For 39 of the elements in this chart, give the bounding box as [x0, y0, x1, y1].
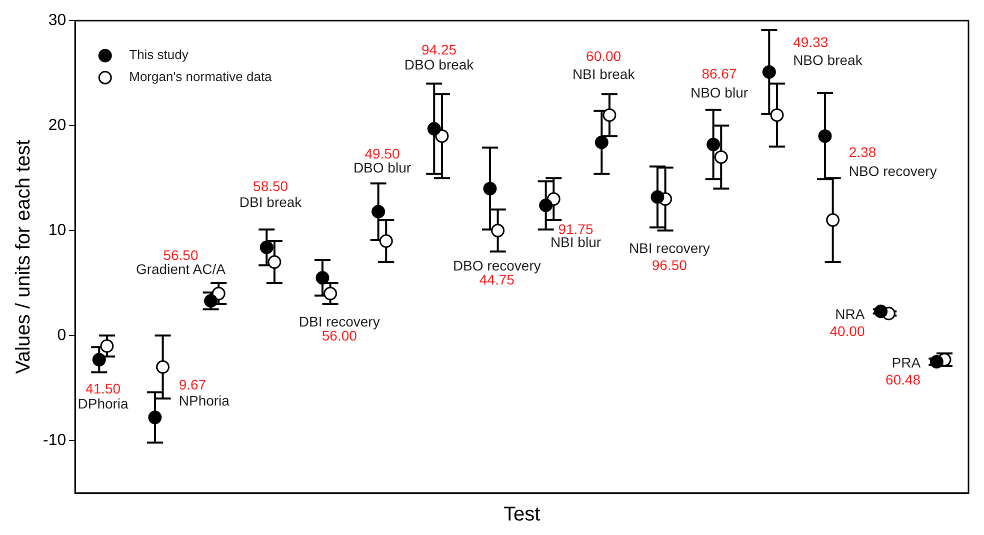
- annotation: NBI break: [572, 66, 636, 82]
- annotation: DBI break: [239, 194, 303, 210]
- annotation: 96.50: [652, 256, 688, 273]
- annotation: 60.48: [886, 372, 921, 388]
- y-axis-title: Values / units for each test: [12, 139, 35, 374]
- x-axis-title: Test: [503, 504, 541, 526]
- annotation: 9.67: [178, 376, 206, 392]
- annotation: 40.00: [830, 323, 865, 340]
- annotation: NBO break: [793, 52, 864, 68]
- annotation: PRA: [892, 354, 922, 371]
- annotation: 41.50: [86, 380, 121, 397]
- annotation: NBO blur: [690, 84, 748, 100]
- annotation: NPhoria: [178, 392, 230, 408]
- annotation: NBO recovery: [848, 162, 937, 179]
- annotation: 86.67: [702, 65, 737, 82]
- annotation: NBI recovery: [628, 240, 710, 256]
- annotation: 60.00: [586, 48, 622, 64]
- y-tick-label: 30: [48, 12, 66, 30]
- annotation: DBO recovery: [452, 257, 541, 274]
- annotation: 58.50: [253, 178, 288, 194]
- y-tick-label: 0: [57, 326, 66, 344]
- annotation: DBO blur: [353, 160, 412, 176]
- annotation: 56.50: [163, 246, 198, 263]
- annotation: DPhoria: [78, 396, 129, 412]
- annotation: NRA: [835, 306, 866, 322]
- annotation: DBO break: [404, 56, 475, 73]
- y-tick-label: -10: [43, 432, 66, 449]
- y-tick-label: 10: [48, 222, 66, 239]
- annotation: 56.00: [322, 328, 358, 344]
- annotation: 49.33: [793, 34, 828, 50]
- annotation: 49.50: [364, 146, 400, 162]
- y-tick-label: 20: [48, 116, 66, 134]
- legend-label: This study: [129, 47, 189, 62]
- legend-label: Morgan's normative data: [129, 69, 273, 84]
- annotation: Gradient AC/A: [136, 260, 226, 277]
- annotation: 2.38: [848, 144, 876, 160]
- annotation: 44.75: [479, 271, 515, 288]
- annotation: 94.25: [422, 42, 457, 58]
- annotation: DBI recovery: [298, 314, 380, 330]
